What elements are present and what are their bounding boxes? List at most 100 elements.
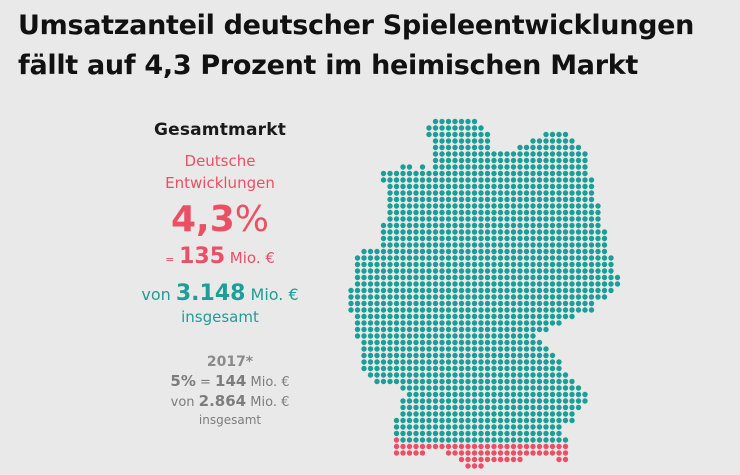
market-dot <box>452 268 458 274</box>
market-dot <box>413 326 419 333</box>
market-dot <box>601 229 608 235</box>
market-dot <box>413 294 419 300</box>
market-dot <box>400 372 406 378</box>
market-dot <box>569 144 575 151</box>
market-dot <box>465 164 471 170</box>
market-dot <box>543 235 549 242</box>
market-dot <box>419 320 426 326</box>
market-dot <box>432 170 439 177</box>
market-dot <box>387 183 393 190</box>
market-dot <box>432 326 439 333</box>
market-dot <box>380 339 387 346</box>
market-dot <box>471 248 478 255</box>
market-dot <box>439 391 445 398</box>
market-dot <box>374 378 380 385</box>
market-dot <box>478 177 484 183</box>
market-dot <box>432 203 439 209</box>
market-dot <box>452 170 458 177</box>
market-dot <box>380 352 387 359</box>
market-dot <box>517 372 523 378</box>
market-dot <box>491 261 497 268</box>
market-dot <box>413 352 419 359</box>
market-dot <box>556 255 562 261</box>
market-dot <box>491 346 497 352</box>
market-dot <box>426 333 432 339</box>
market-dot <box>491 203 497 209</box>
market-dot <box>517 391 523 398</box>
market-dot <box>562 313 569 320</box>
market-dot <box>361 339 367 346</box>
market-dot <box>523 307 530 313</box>
market-dot <box>569 417 575 424</box>
market-dot <box>478 424 484 430</box>
market-dot <box>452 177 458 183</box>
market-dot <box>530 209 536 216</box>
market-dot <box>530 190 536 196</box>
market-dot <box>543 151 549 157</box>
market-dot <box>458 242 465 248</box>
market-dot <box>406 437 413 443</box>
market-dot <box>439 307 445 313</box>
previous-share-line: 5% = 144 Mio. € <box>150 372 310 392</box>
market-dot <box>569 294 575 300</box>
market-dot <box>432 196 439 203</box>
market-dot <box>582 261 588 268</box>
market-dot <box>465 196 471 203</box>
market-dot <box>413 183 419 190</box>
market-dot <box>491 359 497 365</box>
market-dot <box>419 365 426 372</box>
market-dot <box>478 242 484 248</box>
market-dot <box>406 313 413 320</box>
market-dot <box>445 300 452 307</box>
market-dot <box>393 203 400 209</box>
market-dot <box>484 359 491 365</box>
market-dot <box>348 287 354 294</box>
market-dot <box>387 365 393 372</box>
market-dot <box>354 261 361 268</box>
market-dot <box>530 255 536 261</box>
market-dot <box>439 190 445 196</box>
market-dot <box>458 164 465 170</box>
market-dot <box>556 229 562 235</box>
market-dot <box>426 183 432 190</box>
market-dot <box>439 268 445 274</box>
market-dot <box>569 404 575 411</box>
market-dot <box>556 385 562 391</box>
market-dot <box>543 203 549 209</box>
market-dot <box>556 300 562 307</box>
market-dot <box>549 320 556 326</box>
market-dot <box>478 430 484 437</box>
market-dot <box>491 242 497 248</box>
market-dot <box>504 320 510 326</box>
german-share-dot <box>504 450 510 456</box>
market-dot <box>426 437 432 443</box>
german-share-dot <box>393 450 400 456</box>
market-dot <box>354 326 361 333</box>
market-dot <box>510 313 517 320</box>
market-dot <box>562 294 569 300</box>
market-dot <box>393 307 400 313</box>
market-dot <box>523 424 530 430</box>
market-dot <box>549 411 556 417</box>
market-dot <box>601 248 608 255</box>
market-dot <box>504 268 510 274</box>
market-dot <box>517 417 523 424</box>
market-dot <box>491 365 497 372</box>
market-dot <box>536 157 543 164</box>
market-dot <box>380 248 387 255</box>
german-share-dot <box>530 443 536 450</box>
market-dot <box>426 404 432 411</box>
german-share-dot <box>510 443 517 450</box>
market-dot <box>426 378 432 385</box>
market-dot <box>445 320 452 326</box>
market-dot <box>478 222 484 229</box>
german-share-dot <box>419 443 426 450</box>
market-dot <box>426 222 432 229</box>
market-dot <box>556 281 562 287</box>
market-dot <box>406 372 413 378</box>
market-dot <box>484 177 491 183</box>
market-dot <box>575 391 582 398</box>
market-dot <box>387 268 393 274</box>
market-dot <box>452 300 458 307</box>
market-dot <box>510 346 517 352</box>
